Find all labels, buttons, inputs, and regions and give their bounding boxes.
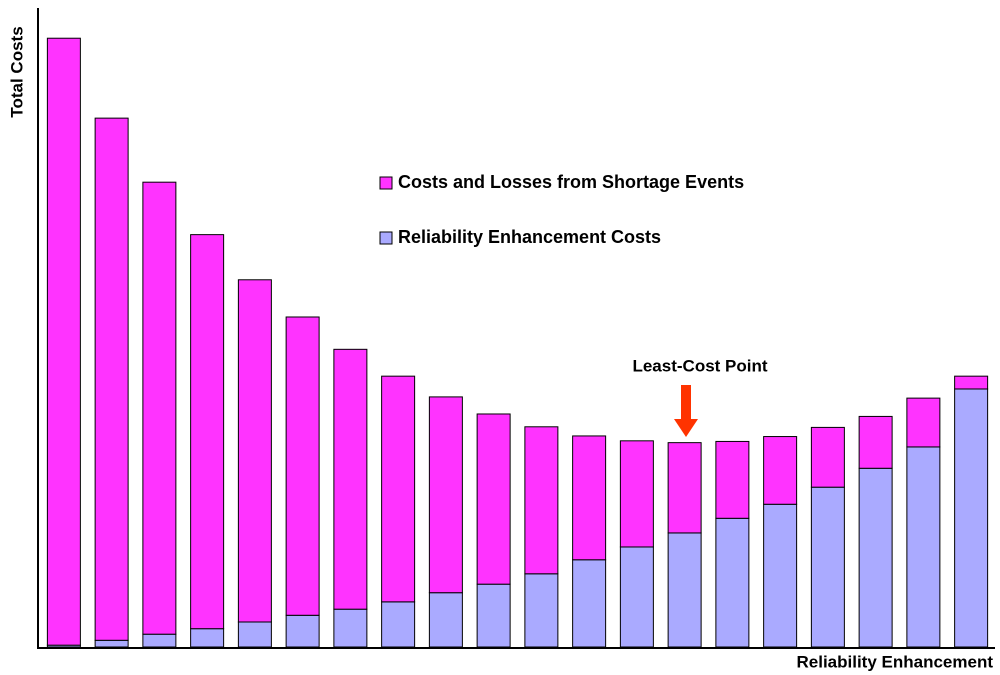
- bar-segment: [906, 397, 941, 448]
- bar-segment: [237, 279, 272, 623]
- x-axis-label: Reliability Enhancement: [797, 652, 994, 671]
- bar-segment: [858, 415, 893, 469]
- bar-segment: [476, 583, 511, 648]
- annotation: Least-Cost Point: [632, 356, 767, 375]
- legend-swatch: [379, 176, 393, 190]
- legend-label: Costs and Losses from Shortage Events: [398, 172, 744, 192]
- bar-segment: [715, 517, 750, 648]
- bar-segment: [333, 608, 368, 648]
- arrow-head: [674, 419, 698, 437]
- bar-segment: [572, 559, 607, 648]
- bar-segment: [285, 316, 320, 616]
- bar-segment: [94, 117, 129, 641]
- bar-segment: [954, 375, 989, 390]
- bar-segment: [190, 628, 225, 648]
- bar-segment: [572, 435, 607, 561]
- bar-segment: [142, 633, 177, 648]
- bar-segment: [46, 37, 81, 646]
- bar-segment: [381, 375, 416, 603]
- bar-segment: [94, 639, 129, 648]
- bar-segment: [619, 440, 654, 548]
- bar-segment: [858, 467, 893, 648]
- bar-segment: [333, 348, 368, 610]
- bar-segment: [954, 388, 989, 648]
- bar-segment: [142, 181, 177, 635]
- bar-segment: [906, 446, 941, 648]
- legend-label: Reliability Enhancement Costs: [398, 227, 661, 247]
- bar-segment: [285, 614, 320, 648]
- bar-segment: [524, 573, 559, 648]
- bar-segment: [763, 503, 798, 648]
- bar-segment: [667, 532, 702, 648]
- bar-segment: [524, 426, 559, 575]
- arrow-shaft: [681, 385, 691, 420]
- bar-segment: [810, 486, 845, 648]
- bar-segment: [237, 621, 272, 648]
- y-axis-label: Total Costs: [7, 26, 26, 117]
- bar-segment: [715, 440, 750, 519]
- bar-segment: [476, 413, 511, 585]
- bar-segment: [619, 546, 654, 648]
- bar-segment: [763, 436, 798, 505]
- legend-swatch: [379, 231, 393, 245]
- bar-segment: [810, 426, 845, 488]
- bar-segment: [381, 601, 416, 648]
- bar-segment: [190, 234, 225, 630]
- bar-segment: [428, 592, 463, 648]
- bar-segment: [428, 396, 463, 594]
- bar-segment: [667, 442, 702, 534]
